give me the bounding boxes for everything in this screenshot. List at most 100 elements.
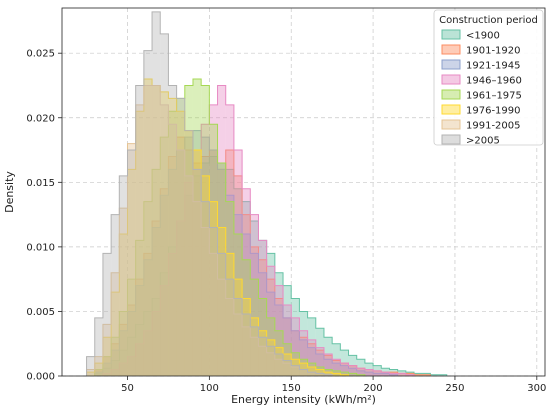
bar-4-2 <box>111 337 120 376</box>
bar-4-30 <box>340 372 349 376</box>
bar-5-14 <box>201 175 210 376</box>
bar-5-6 <box>135 111 144 376</box>
bar-6-16 <box>217 279 226 376</box>
bar-0-14 <box>209 156 218 376</box>
bar-3-29 <box>340 363 349 376</box>
bar-4-9 <box>168 111 177 376</box>
bar-6-13 <box>192 201 202 376</box>
x-tick-label-1: 100 <box>200 383 219 394</box>
bar-3-10 <box>184 182 193 376</box>
bar-6-24 <box>283 363 292 376</box>
bar-3-33 <box>373 370 382 376</box>
bar-1-22 <box>274 298 284 376</box>
bar-3-4 <box>135 343 144 376</box>
bar-5-19 <box>242 298 251 376</box>
bar-4-14 <box>209 124 218 376</box>
bar-5-13 <box>192 150 202 376</box>
bar-4-4 <box>127 279 136 376</box>
legend-title: Construction period <box>439 15 538 26</box>
bar-3-1 <box>111 369 120 376</box>
bar-6-6 <box>135 104 144 376</box>
legend-label-7: >2005 <box>466 136 500 147</box>
bar-5-1 <box>94 363 103 376</box>
legend-label-5: 1976-1990 <box>466 106 521 117</box>
bar-7-1 <box>94 317 103 376</box>
bar-5-16 <box>217 227 226 376</box>
bar-5-29 <box>323 372 333 376</box>
bar-2-34 <box>373 373 382 376</box>
bar-2-19 <box>250 253 259 376</box>
y-axis-ticks: 0.000 0.005 0.010 0.015 0.020 0.025 <box>26 49 62 383</box>
bar-4-25 <box>299 359 308 376</box>
bar-5-18 <box>233 279 243 376</box>
bar-5-31 <box>340 374 349 376</box>
bar-6-20 <box>250 337 259 376</box>
series-2 <box>94 130 399 376</box>
bar-1-0 <box>94 370 103 376</box>
bar-1-2 <box>111 343 120 376</box>
bar-7-23 <box>274 354 284 376</box>
bar-1-18 <box>242 214 251 376</box>
legend-frame <box>433 9 544 146</box>
bar-5-17 <box>225 253 234 376</box>
x-tick-label-3: 200 <box>364 383 383 394</box>
bar-3-22 <box>283 304 292 376</box>
bar-0-2 <box>111 360 120 376</box>
bar-6-12 <box>184 175 193 376</box>
bar-3-27 <box>323 354 333 376</box>
bar-6-10 <box>168 124 177 376</box>
bar-2-36 <box>389 374 398 376</box>
bar-6-3 <box>111 272 120 376</box>
bar-2-16 <box>225 195 234 376</box>
bar-2-26 <box>307 347 316 376</box>
bar-2-6 <box>143 259 153 376</box>
bar-4-6 <box>143 201 153 376</box>
bar-2-21 <box>266 292 275 376</box>
bar-2-30 <box>340 365 349 376</box>
bar-5-23 <box>274 347 284 376</box>
bar-7-2 <box>102 253 112 376</box>
y-tick-label-4: 0.020 <box>26 113 55 124</box>
bar-1-3 <box>119 324 128 376</box>
bar-1-33 <box>364 369 374 376</box>
bar-5-22 <box>266 339 275 376</box>
bar-6-18 <box>233 314 243 376</box>
bar-7-27 <box>307 372 316 376</box>
bar-1-8 <box>160 188 169 376</box>
bar-4-0 <box>94 369 103 376</box>
series-outline-4 <box>94 78 366 376</box>
bar-3-26 <box>315 347 324 376</box>
bar-5-0 <box>86 372 95 376</box>
bar-3-36 <box>397 373 406 376</box>
bar-2-23 <box>283 317 292 376</box>
series-outline-3 <box>102 84 415 376</box>
bar-0-13 <box>201 162 210 376</box>
bar-0-36 <box>389 369 398 376</box>
bar-3-32 <box>364 369 374 376</box>
bar-3-6 <box>152 311 161 376</box>
bar-1-10 <box>176 137 185 376</box>
bar-5-9 <box>160 91 169 377</box>
x-axis-label: Energy intensity (kWh/m²) <box>231 393 376 406</box>
bar-3-2 <box>119 363 128 376</box>
bar-0-25 <box>299 311 308 376</box>
bar-7-3 <box>111 214 120 376</box>
series-7 <box>86 11 333 377</box>
bar-4-32 <box>356 374 365 376</box>
bar-1-24 <box>291 330 300 376</box>
bar-1-11 <box>184 150 193 376</box>
bar-0-26 <box>307 317 316 376</box>
bar-7-8 <box>152 11 161 376</box>
bar-5-21 <box>258 330 267 376</box>
bar-1-29 <box>332 360 341 376</box>
bar-1-21 <box>266 279 275 376</box>
bar-4-1 <box>102 356 112 376</box>
bar-4-8 <box>160 137 169 376</box>
bar-7-6 <box>135 85 144 376</box>
bar-2-2 <box>111 350 120 376</box>
bar-3-5 <box>143 330 153 376</box>
bar-7-29 <box>323 374 333 376</box>
bar-5-24 <box>283 354 292 376</box>
bar-1-14 <box>209 150 218 376</box>
bar-1-6 <box>143 253 153 376</box>
